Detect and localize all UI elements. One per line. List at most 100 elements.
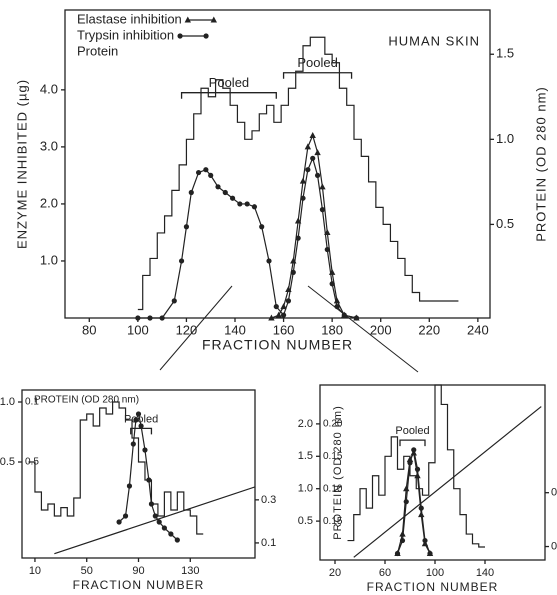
data-point (152, 513, 158, 519)
y-tick-label: 0.5 (298, 515, 313, 527)
data-point (135, 411, 142, 417)
data-point (174, 537, 180, 543)
data-point (426, 550, 434, 557)
x-tick-label: 100 (127, 322, 149, 337)
x-tick-label: 180 (321, 322, 343, 337)
protein-tick-label: 0.10 (323, 483, 343, 494)
data-point (295, 235, 301, 241)
data-point (410, 449, 417, 456)
legend-marker (203, 33, 209, 39)
data-point (126, 483, 133, 489)
data-point (130, 441, 136, 447)
data-point (268, 314, 275, 321)
data-point (305, 167, 311, 173)
data-point (183, 224, 190, 230)
legend-marker (210, 16, 217, 23)
data-point (309, 131, 316, 138)
data-point (208, 172, 214, 179)
x-axis-label: FRACTION NUMBER (202, 337, 353, 353)
data-point (135, 315, 141, 321)
data-point (399, 530, 406, 537)
data-point (280, 312, 287, 318)
data-point (353, 315, 360, 321)
y-axis-label: PROTEIN (OD 280 nm) (332, 405, 344, 540)
y2-tick-label: 0.3 (551, 487, 557, 499)
y2-tick-label: 1.0 (496, 131, 514, 146)
x-tick-label: 220 (418, 322, 440, 337)
data-point (138, 423, 144, 429)
data-point (215, 184, 221, 190)
data-point (280, 303, 287, 310)
data-point (329, 281, 335, 287)
legend-marker (177, 33, 183, 39)
data-point (418, 511, 425, 518)
y-tick-label: 3.0 (40, 138, 58, 153)
data-point (341, 312, 347, 318)
data-point (159, 315, 165, 321)
data-point (146, 477, 152, 483)
x-tick-label: 60 (379, 567, 391, 579)
data-point (310, 155, 316, 161)
series-line (118, 412, 178, 541)
x-tick-label: 90 (132, 565, 144, 577)
x-tick-label: 20 (329, 567, 341, 579)
plot-frame (64, 9, 491, 319)
pooled-bracket (399, 439, 426, 447)
data-point (299, 177, 307, 184)
series-line (353, 406, 542, 558)
data-point (403, 485, 410, 492)
series-line (28, 401, 204, 535)
data-point (273, 303, 279, 310)
data-point (244, 201, 250, 207)
connector-arrow (307, 285, 419, 373)
y2-tick-label: 0.3 (261, 494, 276, 506)
y-tick-label: 1.0 (0, 396, 15, 408)
data-point (300, 195, 306, 201)
x-tick-label: 80 (82, 322, 96, 337)
data-point (142, 447, 148, 453)
data-point (319, 207, 326, 213)
legend-label: Protein (77, 43, 118, 58)
legend-marker (184, 16, 191, 23)
x-tick-label: 10 (29, 565, 41, 577)
y-tick-label: 2.0 (40, 195, 58, 210)
data-point (275, 311, 282, 318)
x-axis-label: FRACTION NUMBER (73, 578, 205, 592)
data-point (147, 315, 153, 321)
data-point (222, 189, 228, 196)
data-point (116, 519, 122, 525)
data-point (266, 258, 272, 264)
data-point (178, 258, 185, 264)
x-tick-label: 240 (467, 322, 489, 337)
connector-arrow (159, 285, 233, 371)
protein-tick-label: 0.15 (323, 451, 343, 462)
data-point (314, 172, 321, 179)
x-tick-label: 120 (176, 322, 198, 337)
data-point (421, 540, 429, 547)
data-point (251, 204, 258, 210)
x-tick-label: 50 (81, 565, 93, 577)
data-point (304, 143, 312, 150)
protein-label: PROTEIN (OD 280 nm) (34, 395, 139, 406)
x-tick-label: 140 (224, 322, 246, 337)
data-point (161, 525, 167, 531)
plot-frame (319, 384, 546, 561)
series-line (137, 156, 357, 319)
data-point (324, 246, 330, 253)
y-tick-label: 1.0 (40, 252, 58, 267)
data-point (319, 183, 326, 190)
y-tick-label: 4.0 (40, 81, 58, 96)
protein-tick-label: 0.15 (323, 516, 343, 527)
pooled-label: Pooled (395, 425, 429, 437)
pooled-bracket (180, 92, 277, 99)
legend-label: Elastase inhibition (77, 11, 182, 26)
data-point (285, 298, 292, 304)
data-point (259, 224, 265, 230)
data-point (229, 195, 236, 201)
pooled-label: Pooled (209, 75, 249, 90)
y-tick-label: 1.0 (298, 483, 313, 495)
y2-tick-label: 0.1 (551, 540, 557, 552)
y2-axis-label: PROTEIN (OD 280 nm) (533, 86, 548, 242)
x-axis-label: FRACTION NUMBER (367, 580, 499, 594)
